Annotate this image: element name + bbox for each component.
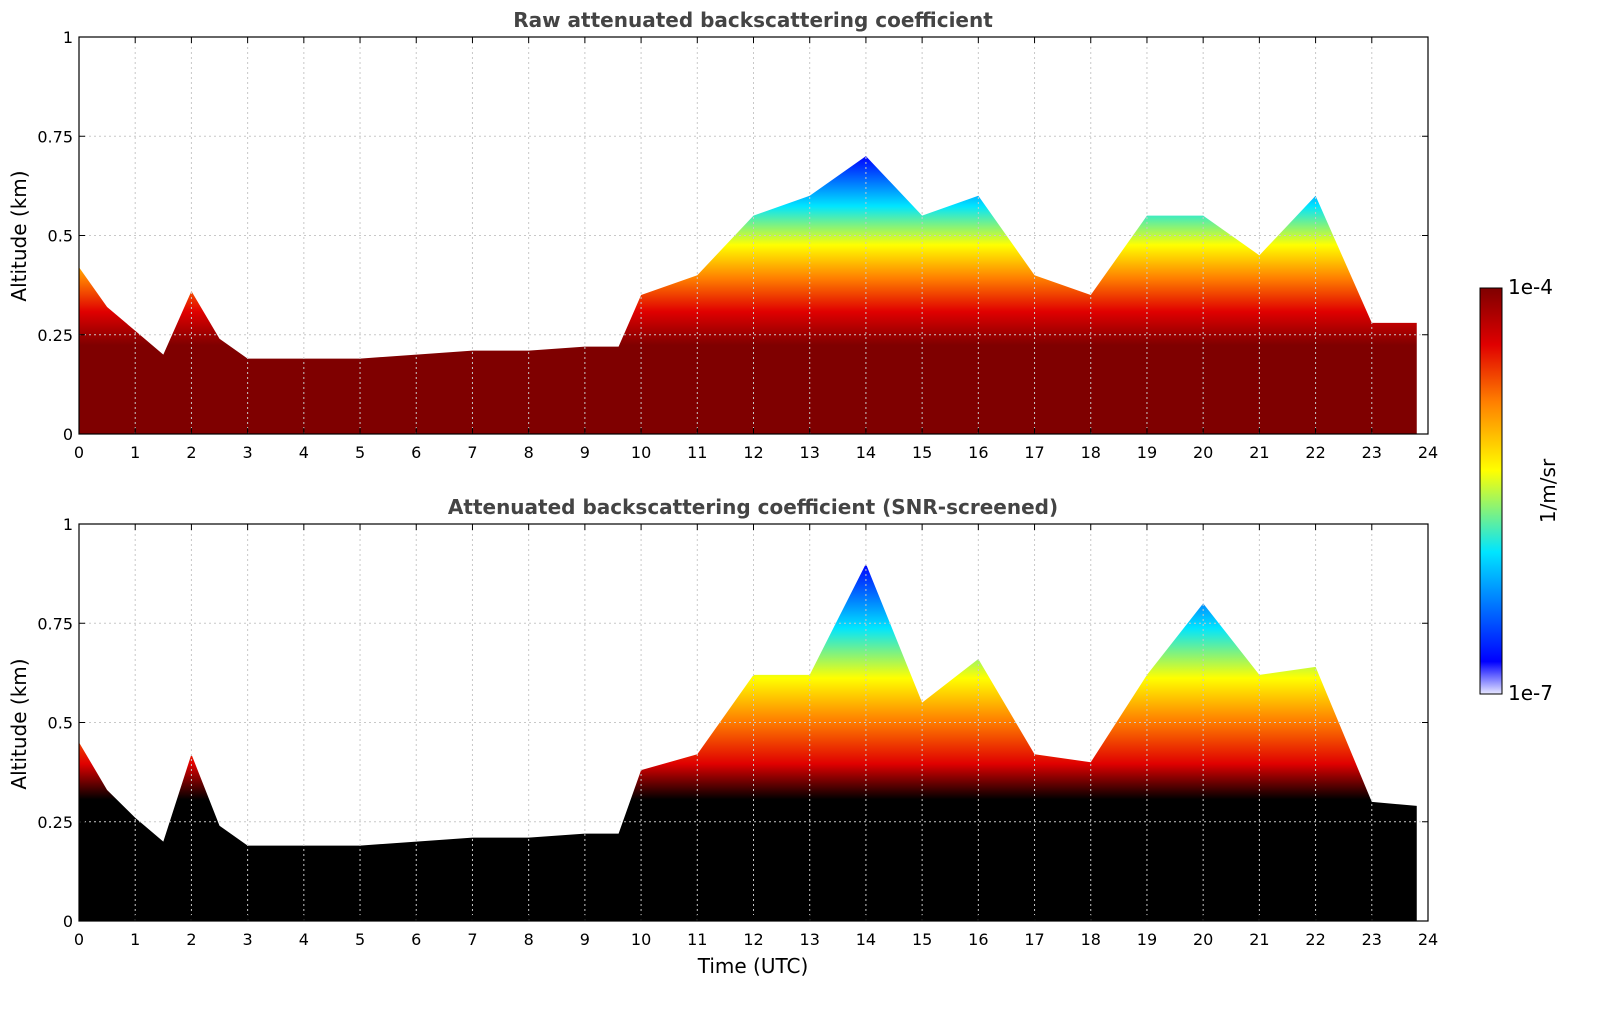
colorbar-gradient — [1479, 287, 1503, 695]
x-tick-label: 20 — [1193, 930, 1213, 949]
x-tick-label: 13 — [800, 443, 820, 462]
x-tick-label: 17 — [1024, 930, 1044, 949]
y-tick-label: 0.25 — [37, 326, 73, 345]
x-tick-label: 19 — [1137, 930, 1157, 949]
x-tick-label: 3 — [243, 443, 253, 462]
x-tick-label: 0 — [74, 930, 84, 949]
x-tick-label: 23 — [1362, 930, 1382, 949]
x-tick-label: 12 — [743, 930, 763, 949]
x-tick-label: 13 — [800, 930, 820, 949]
x-tick-label: 2 — [186, 443, 196, 462]
colorbar-min-label: 1e-7 — [1508, 681, 1553, 705]
snr-screened-panel: Attenuated backscattering coefficient (S… — [7, 495, 1438, 978]
y-tick-label: 0.25 — [37, 813, 73, 832]
x-tick-label: 19 — [1137, 443, 1157, 462]
x-tick-label: 9 — [580, 443, 590, 462]
y-tick-label: 1 — [63, 515, 73, 534]
x-tick-label: 16 — [968, 930, 988, 949]
x-tick-label: 16 — [968, 443, 988, 462]
x-tick-label: 22 — [1305, 443, 1325, 462]
x-tick-label: 1 — [130, 443, 140, 462]
x-tick-label: 6 — [411, 443, 421, 462]
x-tick-label: 21 — [1249, 930, 1269, 949]
y-tick-label: 0.75 — [37, 614, 73, 633]
colorbar-max-label: 1e-4 — [1508, 275, 1553, 299]
x-tick-label: 8 — [524, 443, 534, 462]
y-tick-label: 0.5 — [48, 227, 73, 246]
plot-area: 0 1 2 3 4 5 6 7 8 9 10 11 12 13 14 15 16 17 18 19 20 21 22 23 24… — [37, 515, 1438, 949]
x-tick-label: 2 — [186, 930, 196, 949]
x-tick-label: 1 — [130, 930, 140, 949]
x-tick-label: 7 — [467, 930, 477, 949]
x-tick-label: 5 — [355, 930, 365, 949]
y-axis-label: Altitude (km) — [7, 170, 31, 301]
x-tick-label: 24 — [1418, 930, 1438, 949]
y-tick-label: 0.75 — [37, 127, 73, 146]
x-tick-label: 4 — [299, 930, 309, 949]
x-axis-label: Time (UTC) — [697, 954, 809, 978]
x-tick-label: 18 — [1081, 443, 1101, 462]
x-tick-label: 3 — [243, 930, 253, 949]
y-tick-label: 1 — [63, 28, 73, 47]
x-tick-label: 15 — [912, 930, 932, 949]
panel-title: Attenuated backscattering coefficient (S… — [448, 495, 1058, 519]
x-tick-label: 10 — [631, 443, 651, 462]
x-tick-label: 22 — [1305, 930, 1325, 949]
x-tick-label: 21 — [1249, 443, 1269, 462]
x-tick-label: 4 — [299, 443, 309, 462]
y-axis-label: Altitude (km) — [7, 658, 31, 789]
backscatter-layer — [79, 563, 1417, 921]
x-tick-label: 0 — [74, 443, 84, 462]
x-tick-label: 24 — [1418, 443, 1438, 462]
y-tick-label: 0.5 — [48, 714, 73, 733]
x-tick-label: 17 — [1024, 443, 1044, 462]
colorbar-unit-label: 1/m/sr — [1536, 458, 1560, 523]
x-tick-label: 14 — [856, 930, 876, 949]
colorbar: 1e-4 1e-7 1/m/sr — [1479, 275, 1560, 705]
x-tick-label: 8 — [524, 930, 534, 949]
y-tick-label: 0 — [63, 912, 73, 931]
backscatter-layer — [79, 156, 1417, 434]
x-tick-label: 11 — [687, 443, 707, 462]
y-tick-label: 0 — [63, 425, 73, 444]
x-tick-label: 9 — [580, 930, 590, 949]
x-tick-label: 18 — [1081, 930, 1101, 949]
panel-title: Raw attenuated backscattering coefficien… — [513, 8, 993, 32]
x-tick-label: 14 — [856, 443, 876, 462]
x-tick-label: 23 — [1362, 443, 1382, 462]
x-tick-label: 11 — [687, 930, 707, 949]
x-tick-label: 10 — [631, 930, 651, 949]
x-tick-label: 7 — [467, 443, 477, 462]
x-tick-label: 15 — [912, 443, 932, 462]
plot-area: 0 1 2 3 4 5 6 7 8 9 10 11 12 13 14 15 16 17 18 19 20 21 22 23 24… — [37, 28, 1438, 462]
x-tick-label: 6 — [411, 930, 421, 949]
raw-backscatter-panel: Raw attenuated backscattering coefficien… — [7, 8, 1438, 462]
x-tick-label: 12 — [743, 443, 763, 462]
x-tick-label: 20 — [1193, 443, 1213, 462]
x-tick-label: 5 — [355, 443, 365, 462]
